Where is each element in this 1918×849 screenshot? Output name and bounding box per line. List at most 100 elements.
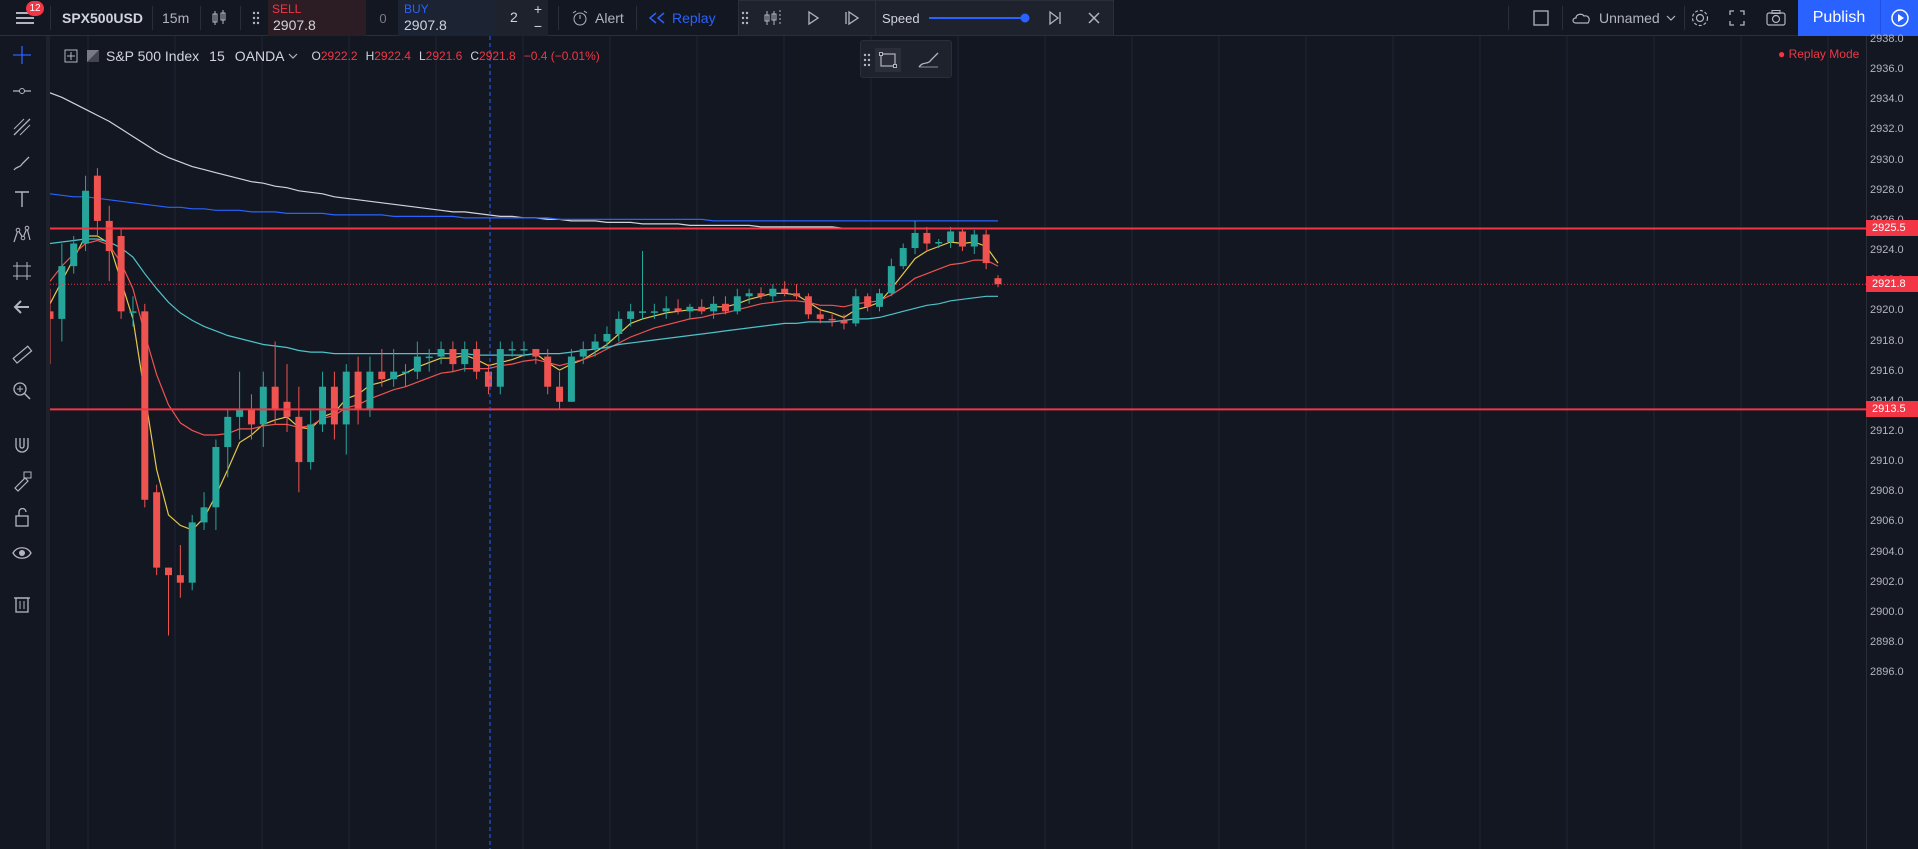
candle[interactable] [745, 288, 753, 304]
chevron-down-icon[interactable] [288, 52, 298, 60]
candle[interactable] [484, 364, 492, 395]
candle[interactable] [82, 175, 90, 252]
candle[interactable] [58, 243, 66, 342]
candle[interactable] [923, 226, 931, 252]
add-symbol-icon[interactable] [64, 49, 78, 63]
candle[interactable] [93, 168, 101, 236]
rectangle-tool-button[interactable] [875, 48, 901, 72]
candle[interactable] [425, 349, 433, 372]
quantity-stepper[interactable]: 2 + − [496, 0, 548, 36]
publish-button[interactable]: Publish [1798, 0, 1880, 36]
candle[interactable] [224, 409, 232, 478]
candle[interactable] [615, 311, 623, 342]
text-tool[interactable] [9, 186, 35, 212]
measure-tool[interactable] [9, 342, 35, 368]
sell-button[interactable]: SELL 2907.8 [268, 0, 366, 36]
candle[interactable] [70, 235, 78, 274]
candle[interactable] [176, 545, 184, 598]
menu-button[interactable]: 12 [0, 0, 50, 36]
moving-average-line[interactable] [50, 235, 999, 531]
candle[interactable] [639, 251, 646, 319]
stay-in-drawing-mode-tool[interactable] [9, 468, 35, 494]
candle[interactable] [413, 341, 421, 380]
candle[interactable] [662, 296, 670, 319]
close-replay-button[interactable] [1087, 1, 1101, 35]
candle[interactable] [793, 284, 801, 300]
collapse-legend-icon[interactable] [86, 49, 100, 63]
series-title[interactable]: S&P 500 Index [106, 48, 200, 64]
candle[interactable] [153, 484, 161, 576]
candle[interactable] [947, 226, 955, 249]
brush-tool[interactable] [9, 150, 35, 176]
save-layout-button[interactable]: Unnamed [1570, 0, 1676, 36]
crosshair-tool[interactable] [9, 42, 35, 68]
candle[interactable] [994, 275, 1002, 288]
candle[interactable] [200, 492, 208, 530]
candle[interactable] [852, 288, 860, 327]
lock-drawings-tool[interactable] [9, 504, 35, 530]
replay-play-button[interactable] [1880, 0, 1918, 36]
candle[interactable] [508, 341, 516, 357]
candle[interactable] [887, 258, 895, 297]
speed-slider-knob[interactable] [1020, 13, 1030, 23]
jump-to-realtime-button[interactable] [1047, 1, 1063, 35]
price-chart[interactable] [50, 36, 1866, 849]
candle[interactable] [650, 303, 658, 319]
candle[interactable] [556, 371, 564, 410]
candle[interactable] [698, 299, 706, 315]
candle[interactable] [283, 364, 291, 432]
zoom-tool[interactable] [9, 378, 35, 404]
candle[interactable] [733, 288, 741, 315]
layout-toggle-button[interactable] [1532, 0, 1550, 36]
price-scale[interactable] [1866, 36, 1918, 849]
candle[interactable] [188, 514, 196, 591]
candle[interactable] [935, 238, 943, 249]
candle[interactable] [876, 288, 883, 312]
moving-average-line[interactable] [50, 239, 999, 436]
candle[interactable] [496, 341, 504, 395]
candle[interactable] [236, 371, 244, 440]
candle[interactable] [544, 349, 552, 395]
fullscreen-button[interactable] [1728, 0, 1746, 36]
alert-button[interactable]: Alert [570, 0, 624, 36]
select-bar-button[interactable] [763, 1, 783, 35]
candle[interactable] [958, 228, 966, 252]
candle[interactable] [247, 394, 255, 440]
candle[interactable] [567, 349, 575, 402]
candle[interactable] [461, 341, 469, 372]
candle[interactable] [129, 296, 137, 327]
speed-slider[interactable] [927, 11, 1031, 25]
candle[interactable] [674, 299, 682, 315]
pattern-tool[interactable] [9, 222, 35, 248]
quantity-decrease-button[interactable]: − [533, 18, 543, 34]
forward-step-button[interactable] [843, 1, 861, 35]
candle[interactable] [816, 308, 824, 324]
candle[interactable] [627, 303, 635, 327]
quantity-increase-button[interactable]: + [533, 1, 543, 17]
snapshot-button[interactable] [1765, 0, 1787, 36]
back-tool[interactable] [9, 294, 35, 320]
symbol-search-button[interactable]: SPX500USD [62, 10, 143, 26]
trading-panel-handle[interactable] [252, 0, 260, 36]
fib-tool[interactable] [9, 114, 35, 140]
magnet-tool[interactable] [9, 432, 35, 458]
candle[interactable] [710, 296, 718, 319]
candle[interactable] [378, 349, 386, 387]
candle[interactable] [828, 314, 836, 327]
replay-button[interactable]: Replay [648, 0, 716, 36]
candle[interactable] [390, 349, 398, 387]
candle[interactable] [982, 229, 990, 270]
series-source[interactable]: OANDA [234, 48, 285, 64]
candle[interactable] [319, 371, 327, 432]
candle[interactable] [165, 567, 172, 636]
candle[interactable] [295, 386, 303, 493]
candle[interactable] [141, 303, 149, 508]
candle[interactable] [899, 243, 907, 270]
candle[interactable] [437, 341, 445, 365]
candle[interactable] [212, 439, 220, 530]
candle[interactable] [591, 333, 599, 357]
candle[interactable] [970, 229, 978, 255]
remove-drawings-tool[interactable] [9, 590, 35, 616]
candle[interactable] [520, 341, 528, 357]
trend-line-tool[interactable] [9, 78, 35, 104]
